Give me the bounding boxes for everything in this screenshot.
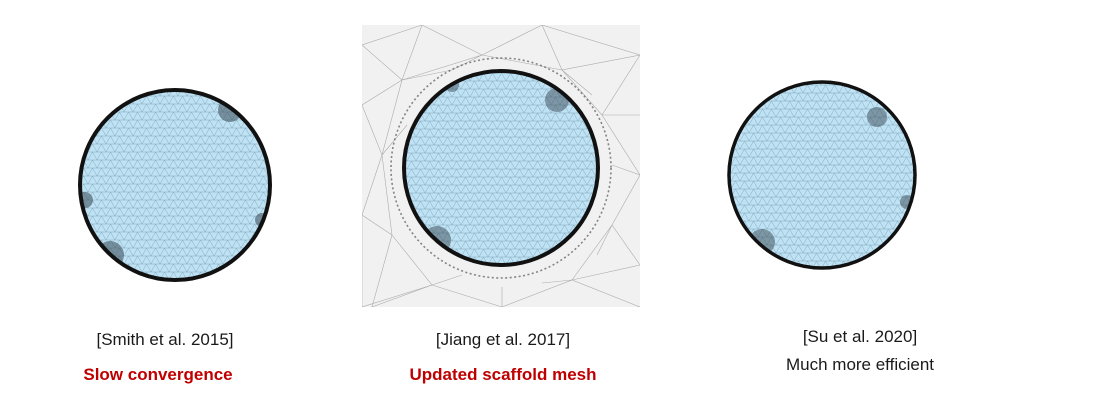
citation-su: [Su et al. 2020] <box>802 327 918 346</box>
note-much-more-efficient: Much more efficient <box>785 355 935 374</box>
mesh-disk-smith <box>78 88 272 282</box>
citation-smith: [Smith et al. 2015] <box>96 330 234 349</box>
citation-jiang: [Jiang et al. 2017] <box>435 330 571 349</box>
note-slow-convergence: Slow convergence <box>83 365 233 384</box>
mesh-disk-su <box>727 80 917 270</box>
note-updated-scaffold-mesh: Updated scaffold mesh <box>409 365 597 384</box>
mesh-disk-jiang-scaffold <box>362 25 640 307</box>
